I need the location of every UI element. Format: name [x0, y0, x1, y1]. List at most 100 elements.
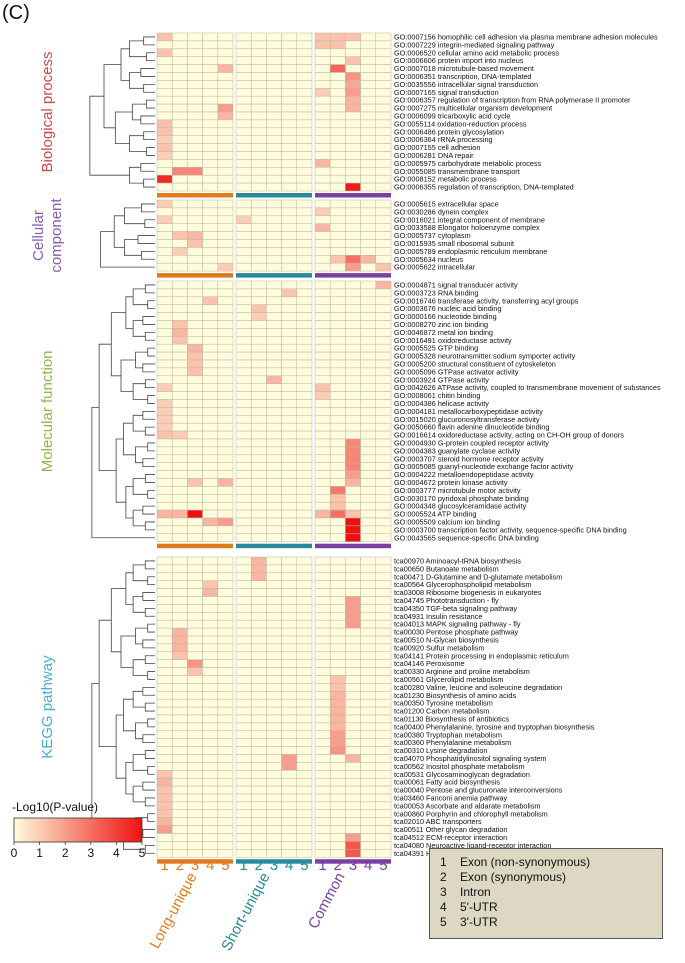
dendrogram-branch — [142, 410, 155, 420]
heatmap-cell — [329, 651, 346, 660]
row-label: GO:0046872 metal ion binding — [394, 328, 493, 337]
heatmap-cell — [266, 111, 282, 121]
heatmap-cell — [217, 517, 234, 527]
heatmap-cell — [156, 659, 173, 668]
heatmap-cell — [171, 714, 188, 724]
heatmap-cell — [345, 793, 361, 803]
heatmap-cell — [235, 167, 252, 176]
heatmap-cell — [360, 509, 377, 519]
heatmap-cell — [266, 556, 282, 566]
heatmap-cell — [202, 517, 219, 527]
heatmap-cell — [202, 659, 219, 668]
heatmap-cell — [266, 336, 282, 345]
heatmap-cell — [296, 643, 313, 653]
heatmap-cell — [375, 556, 392, 566]
heatmap-cell — [235, 383, 252, 392]
heatmap-cell — [235, 572, 252, 581]
heatmap-cell — [202, 328, 219, 337]
row-label: GO:0005200 structural constituent of cyt… — [394, 360, 556, 369]
heatmap-cell — [314, 415, 331, 424]
heatmap-cell — [345, 596, 361, 605]
heatmap-cell — [375, 215, 392, 224]
heatmap-cell — [360, 231, 377, 240]
heatmap-cell — [266, 486, 282, 495]
heatmap-cell — [235, 596, 252, 605]
heatmap-cell — [375, 596, 392, 605]
dendrogram-branch — [132, 754, 148, 771]
heatmap-cell — [202, 336, 219, 345]
heatmap-cell — [345, 103, 361, 113]
dendrogram-branch — [124, 239, 142, 256]
heatmap-cell — [235, 95, 252, 105]
heatmap-cell — [375, 714, 392, 724]
heatmap-cell — [202, 635, 219, 645]
dendrogram-branch — [142, 458, 155, 468]
heatmap-cell — [266, 572, 282, 581]
heatmap-cell — [187, 159, 203, 168]
colorbar — [13, 817, 143, 843]
heatmap-cell — [345, 288, 361, 298]
heatmap-cell — [266, 698, 282, 708]
heatmap-cell — [156, 174, 173, 184]
row-label: GO:0033588 Elongator holoenzyme complex — [394, 223, 540, 232]
row-label: GO:0006355 regulation of transcription, … — [394, 183, 574, 192]
heatmap-cell — [156, 777, 173, 787]
heatmap-cell — [156, 247, 173, 256]
heatmap-cell — [202, 454, 219, 463]
heatmap-cell — [281, 280, 298, 290]
heatmap-cell — [235, 399, 252, 408]
heatmap-cell — [360, 604, 377, 613]
heatmap-cell — [187, 683, 203, 692]
group-bar — [157, 859, 233, 864]
heatmap-cell — [217, 659, 234, 668]
heatmap-cell — [329, 231, 346, 240]
heatmap-cell — [171, 470, 188, 479]
heatmap-cell — [375, 320, 392, 329]
heatmap-cell — [202, 215, 219, 224]
heatmap-cell — [375, 174, 392, 184]
heatmap-cell — [345, 80, 361, 89]
heatmap-cell — [250, 359, 267, 369]
heatmap-cell — [250, 478, 267, 487]
heatmap-cell — [329, 167, 346, 176]
dendrogram-branch — [142, 505, 155, 515]
heatmap-cell — [171, 375, 188, 384]
heatmap-cell — [250, 135, 267, 144]
heatmap-cell — [296, 422, 313, 432]
heatmap-cell — [329, 32, 346, 42]
row-label: tca01200 Carbon metabolism — [394, 707, 489, 716]
row-label: GO:0015020 glucuronosyltransferase activ… — [394, 415, 540, 424]
heatmap-cell — [375, 683, 392, 692]
heatmap-cell — [266, 312, 282, 321]
row-label: GO:0007155 cell adhesion — [394, 143, 480, 152]
row-label: GO:0003676 nucleic acid binding — [394, 304, 502, 313]
heatmap-cell — [314, 486, 331, 495]
heatmap-cell — [187, 580, 203, 589]
heatmap-cell — [250, 127, 267, 136]
heatmap-cell — [266, 738, 282, 747]
heatmap-cell — [171, 849, 188, 858]
heatmap-cell — [266, 103, 282, 113]
heatmap-cell — [156, 375, 173, 384]
heatmap-cell — [156, 817, 173, 826]
heatmap-cell — [375, 462, 392, 471]
heatmap-cell — [235, 159, 252, 168]
heatmap-cell — [314, 336, 331, 345]
heatmap-cell — [250, 40, 267, 50]
heatmap-cell — [329, 343, 346, 353]
heatmap-cell — [235, 280, 252, 290]
heatmap-cell — [345, 809, 361, 818]
heatmap-cell — [345, 691, 361, 700]
heatmap-cell — [202, 207, 219, 217]
heatmap-cell — [202, 391, 219, 400]
heatmap-cell — [360, 762, 377, 771]
heatmap-cell — [329, 588, 346, 597]
heatmap-cell — [329, 572, 346, 581]
heatmap-cell — [314, 714, 331, 724]
heatmap-cell — [187, 801, 203, 811]
column-number: 2 — [255, 857, 263, 874]
heatmap-cell — [375, 825, 392, 834]
heatmap-cell — [156, 785, 173, 795]
heatmap-cell — [345, 446, 361, 456]
dendrogram-branch — [132, 383, 148, 400]
